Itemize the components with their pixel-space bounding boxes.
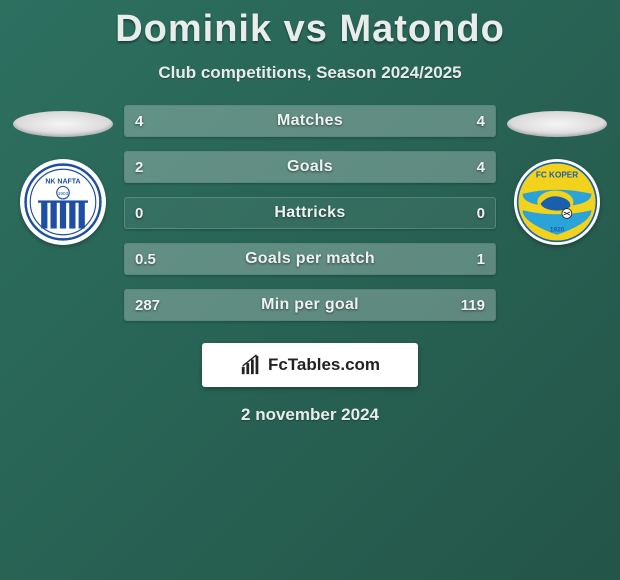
brand-label: FcTables.com [268,355,380,375]
date-label: 2 november 2024 [0,405,620,425]
chart-icon [240,354,262,376]
svg-text:1903: 1903 [58,191,69,196]
left-flag-ellipse [13,111,113,137]
page-title: Dominik vs Matondo [0,0,620,51]
stat-label: Goals per match [125,244,495,274]
right-side: FC KOPER 1920 [502,105,612,245]
svg-text:1920: 1920 [550,227,565,234]
stats-container: 44Matches 24Goals 00Hattricks 0.51Goals per… [118,105,502,335]
right-team-badge: FC KOPER 1920 [514,159,600,245]
stat-row: 44Matches [124,105,496,137]
left-team-badge: NK NAFTA 1903 [20,159,106,245]
svg-text:NK NAFTA: NK NAFTA [45,178,80,185]
comparison-panel: NK NAFTA 1903 44Matches 24Goals 00Hattrick… [0,105,620,335]
stat-label: Goals [125,152,495,182]
shield-icon: FC KOPER 1920 [516,161,598,243]
right-flag-ellipse [507,111,607,137]
stat-row: 287119Min per goal [124,289,496,321]
page-subtitle: Club competitions, Season 2024/2025 [0,63,620,83]
svg-text:FC KOPER: FC KOPER [536,170,578,179]
stat-row: 24Goals [124,151,496,183]
stat-label: Hattricks [125,198,495,228]
stat-row: 0.51Goals per match [124,243,496,275]
left-side: NK NAFTA 1903 [8,105,118,245]
stat-row: 00Hattricks [124,197,496,229]
stat-label: Matches [125,106,495,136]
shield-icon: NK NAFTA 1903 [24,163,102,241]
brand-badge: FcTables.com [202,343,418,387]
stat-label: Min per goal [125,290,495,320]
